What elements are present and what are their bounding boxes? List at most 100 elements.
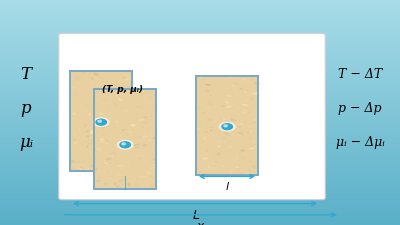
Ellipse shape xyxy=(136,136,142,138)
Ellipse shape xyxy=(118,131,123,132)
Ellipse shape xyxy=(110,165,116,167)
Ellipse shape xyxy=(206,81,211,83)
Ellipse shape xyxy=(96,167,99,170)
Bar xyxy=(94,90,156,189)
Ellipse shape xyxy=(70,87,77,88)
Ellipse shape xyxy=(129,77,131,81)
Ellipse shape xyxy=(228,76,234,79)
Ellipse shape xyxy=(143,122,148,124)
Ellipse shape xyxy=(127,166,130,167)
Ellipse shape xyxy=(79,76,81,79)
Ellipse shape xyxy=(114,183,116,185)
Ellipse shape xyxy=(255,85,258,86)
Ellipse shape xyxy=(95,86,98,87)
Ellipse shape xyxy=(253,92,258,96)
Ellipse shape xyxy=(116,89,119,90)
Ellipse shape xyxy=(142,144,147,147)
Ellipse shape xyxy=(128,120,131,122)
Ellipse shape xyxy=(242,104,248,106)
Ellipse shape xyxy=(247,161,252,163)
Ellipse shape xyxy=(248,171,252,172)
Ellipse shape xyxy=(143,105,147,107)
Ellipse shape xyxy=(210,95,214,97)
Ellipse shape xyxy=(147,162,153,163)
Circle shape xyxy=(96,120,106,126)
Ellipse shape xyxy=(218,140,219,143)
Ellipse shape xyxy=(100,79,104,82)
Ellipse shape xyxy=(98,170,101,172)
Ellipse shape xyxy=(119,142,122,144)
Ellipse shape xyxy=(242,100,249,102)
Ellipse shape xyxy=(111,155,114,157)
Ellipse shape xyxy=(133,148,135,151)
Ellipse shape xyxy=(101,94,107,96)
Ellipse shape xyxy=(92,78,97,81)
Ellipse shape xyxy=(215,149,220,152)
Ellipse shape xyxy=(135,147,139,148)
Ellipse shape xyxy=(83,140,86,142)
Ellipse shape xyxy=(252,141,255,142)
Ellipse shape xyxy=(126,182,130,184)
Ellipse shape xyxy=(239,88,243,91)
Ellipse shape xyxy=(205,84,211,87)
Ellipse shape xyxy=(155,148,156,149)
Ellipse shape xyxy=(152,185,156,189)
Ellipse shape xyxy=(210,143,211,144)
Ellipse shape xyxy=(220,126,223,127)
Ellipse shape xyxy=(139,158,142,159)
Ellipse shape xyxy=(204,132,208,133)
Ellipse shape xyxy=(243,173,250,176)
Ellipse shape xyxy=(246,132,250,133)
Ellipse shape xyxy=(233,156,236,157)
Ellipse shape xyxy=(148,97,152,100)
Ellipse shape xyxy=(228,171,233,174)
Ellipse shape xyxy=(237,169,240,171)
Ellipse shape xyxy=(240,149,245,152)
Ellipse shape xyxy=(72,113,76,116)
Ellipse shape xyxy=(252,147,257,148)
Ellipse shape xyxy=(134,184,140,187)
Ellipse shape xyxy=(70,158,73,160)
Ellipse shape xyxy=(120,134,122,136)
Ellipse shape xyxy=(113,83,118,86)
Ellipse shape xyxy=(85,169,90,171)
Ellipse shape xyxy=(207,108,210,110)
Text: T − ΔT: T − ΔT xyxy=(338,68,382,81)
Ellipse shape xyxy=(105,168,110,170)
Ellipse shape xyxy=(151,176,155,178)
Ellipse shape xyxy=(146,93,148,94)
Circle shape xyxy=(224,125,228,127)
Ellipse shape xyxy=(249,148,255,150)
Ellipse shape xyxy=(207,117,208,118)
Ellipse shape xyxy=(125,79,129,81)
Ellipse shape xyxy=(213,128,218,130)
Ellipse shape xyxy=(118,151,122,153)
Ellipse shape xyxy=(103,177,110,179)
Ellipse shape xyxy=(152,108,157,111)
Ellipse shape xyxy=(208,165,210,169)
Text: p − Δp: p − Δp xyxy=(338,101,382,115)
Ellipse shape xyxy=(118,179,124,182)
Text: μᵢ: μᵢ xyxy=(19,133,33,150)
Ellipse shape xyxy=(96,92,100,94)
Ellipse shape xyxy=(239,153,241,154)
Ellipse shape xyxy=(90,165,94,167)
Text: T: T xyxy=(20,66,32,83)
Ellipse shape xyxy=(124,140,130,143)
Ellipse shape xyxy=(127,115,132,116)
Ellipse shape xyxy=(80,85,86,88)
Ellipse shape xyxy=(126,135,129,137)
Ellipse shape xyxy=(100,113,103,115)
Ellipse shape xyxy=(118,79,123,80)
Ellipse shape xyxy=(244,91,247,94)
Ellipse shape xyxy=(73,154,77,156)
Ellipse shape xyxy=(234,141,238,144)
Ellipse shape xyxy=(70,94,73,96)
Ellipse shape xyxy=(126,86,131,88)
Ellipse shape xyxy=(75,95,79,96)
Ellipse shape xyxy=(105,140,109,143)
Ellipse shape xyxy=(250,98,254,100)
Ellipse shape xyxy=(129,122,133,125)
Ellipse shape xyxy=(241,157,246,159)
Ellipse shape xyxy=(126,140,130,143)
